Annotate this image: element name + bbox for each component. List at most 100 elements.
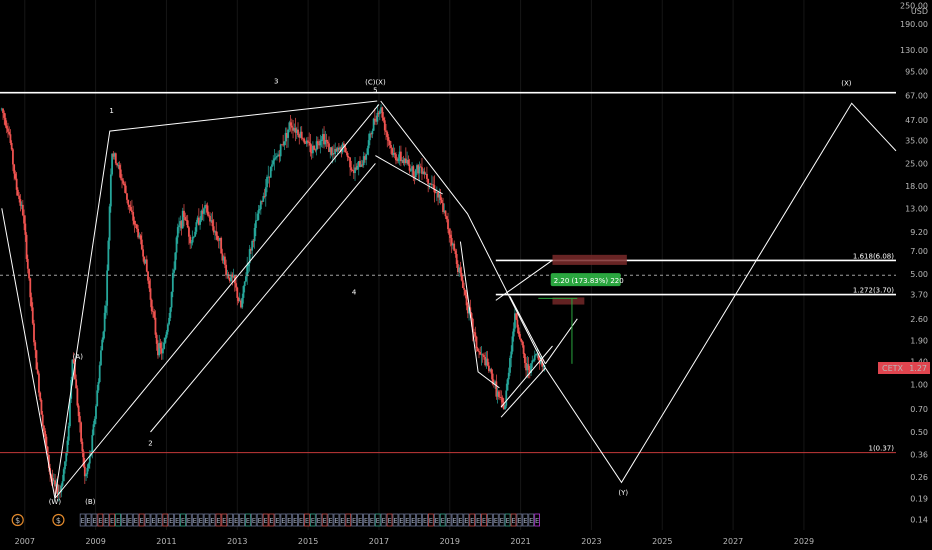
candle-body [24, 223, 27, 235]
candle-body [163, 342, 166, 349]
candle-body [359, 161, 361, 167]
candle-body [129, 207, 132, 211]
candle-body [522, 345, 525, 354]
candle-body [31, 307, 34, 324]
earnings-event-label: E [317, 517, 321, 525]
earnings-event-label: E [122, 517, 126, 525]
earnings-event [339, 513, 346, 527]
candle-body [292, 127, 294, 131]
earnings-event-label: E [204, 517, 208, 525]
candle-body [92, 424, 95, 436]
candle-body [245, 276, 247, 282]
earnings-event [132, 513, 139, 527]
earnings-event [127, 513, 133, 527]
candle-body [283, 141, 286, 146]
candle-body [377, 112, 380, 115]
earnings-event [457, 513, 464, 527]
candle-body [78, 416, 81, 423]
earnings-event-label: E [216, 517, 220, 525]
candle-body [401, 159, 404, 162]
candle-body [499, 396, 501, 398]
candle-body [311, 145, 314, 154]
candle-body [382, 117, 385, 121]
candle-body [18, 195, 21, 200]
candle-body [26, 258, 29, 269]
candle-body [66, 440, 69, 453]
earnings-event [422, 513, 428, 527]
earnings-event-label: E [187, 517, 191, 525]
earnings-event [79, 513, 86, 527]
candle-body [83, 466, 86, 477]
earnings-event [469, 513, 476, 527]
candle-body [134, 224, 137, 226]
x-tick-label: 2019 [440, 537, 460, 546]
candle-body [490, 369, 493, 374]
candle-body [3, 113, 6, 118]
candle-body [109, 174, 112, 207]
candle-body [505, 390, 508, 406]
candle-body [365, 154, 368, 160]
earnings-event-label: E [269, 517, 273, 525]
candle-body [305, 140, 308, 144]
x-tick-label: 2025 [652, 537, 672, 546]
measure-label: 2.20 (173.83%) 220 [554, 277, 624, 285]
earnings-event [351, 513, 358, 527]
candle-body [95, 406, 97, 419]
candle-body [71, 359, 74, 381]
candle-body [515, 313, 518, 320]
candle-body [122, 180, 125, 184]
candle-body [329, 147, 332, 152]
candle-body [149, 288, 152, 300]
candle-body [14, 173, 17, 179]
candle-body [36, 369, 39, 374]
candle-body [295, 129, 298, 133]
candle-body [20, 204, 23, 206]
trend-line [509, 296, 546, 365]
earnings-event [433, 513, 440, 527]
candle-body [209, 215, 211, 222]
candle-body [444, 210, 447, 217]
earnings-event-label: E [281, 517, 285, 525]
earnings-event [239, 513, 245, 527]
candle-body [202, 208, 205, 214]
earnings-event [245, 513, 251, 527]
earnings-event [481, 513, 487, 527]
earnings-event-label: E [305, 517, 309, 525]
trend-line [500, 345, 553, 408]
candle-body [238, 300, 241, 302]
candle-body [304, 142, 307, 144]
candle-body [278, 154, 281, 157]
candle-body [106, 270, 109, 306]
earnings-event-label: E [464, 517, 468, 525]
candle-body [271, 164, 273, 167]
candle-body [362, 156, 365, 166]
candle-body [449, 234, 452, 239]
candle-body [495, 381, 498, 397]
earnings-event-label: E [287, 517, 291, 525]
earnings-event [504, 513, 511, 527]
candle-body [517, 327, 520, 335]
candle-body [372, 118, 375, 131]
candle-body [174, 252, 177, 270]
candle-body [478, 351, 480, 353]
candle-body [46, 446, 49, 455]
candle-body [424, 173, 427, 175]
candle-body [123, 183, 126, 186]
candle-body [288, 122, 291, 130]
candle-body [85, 474, 87, 477]
candle-body [470, 313, 473, 319]
wave-label: (W) [49, 498, 62, 506]
y-tick-label: 3.70 [910, 291, 928, 300]
candle-body [8, 131, 11, 135]
earnings-event-label: E [234, 517, 238, 525]
y-tick-label: 250.00 [900, 1, 928, 10]
candle-body [458, 267, 461, 273]
candle-body [64, 461, 66, 470]
earnings-event [498, 513, 505, 527]
candle-body [356, 165, 359, 170]
candle-body [414, 169, 417, 178]
candle-body [178, 225, 180, 228]
candle-body [253, 228, 256, 242]
